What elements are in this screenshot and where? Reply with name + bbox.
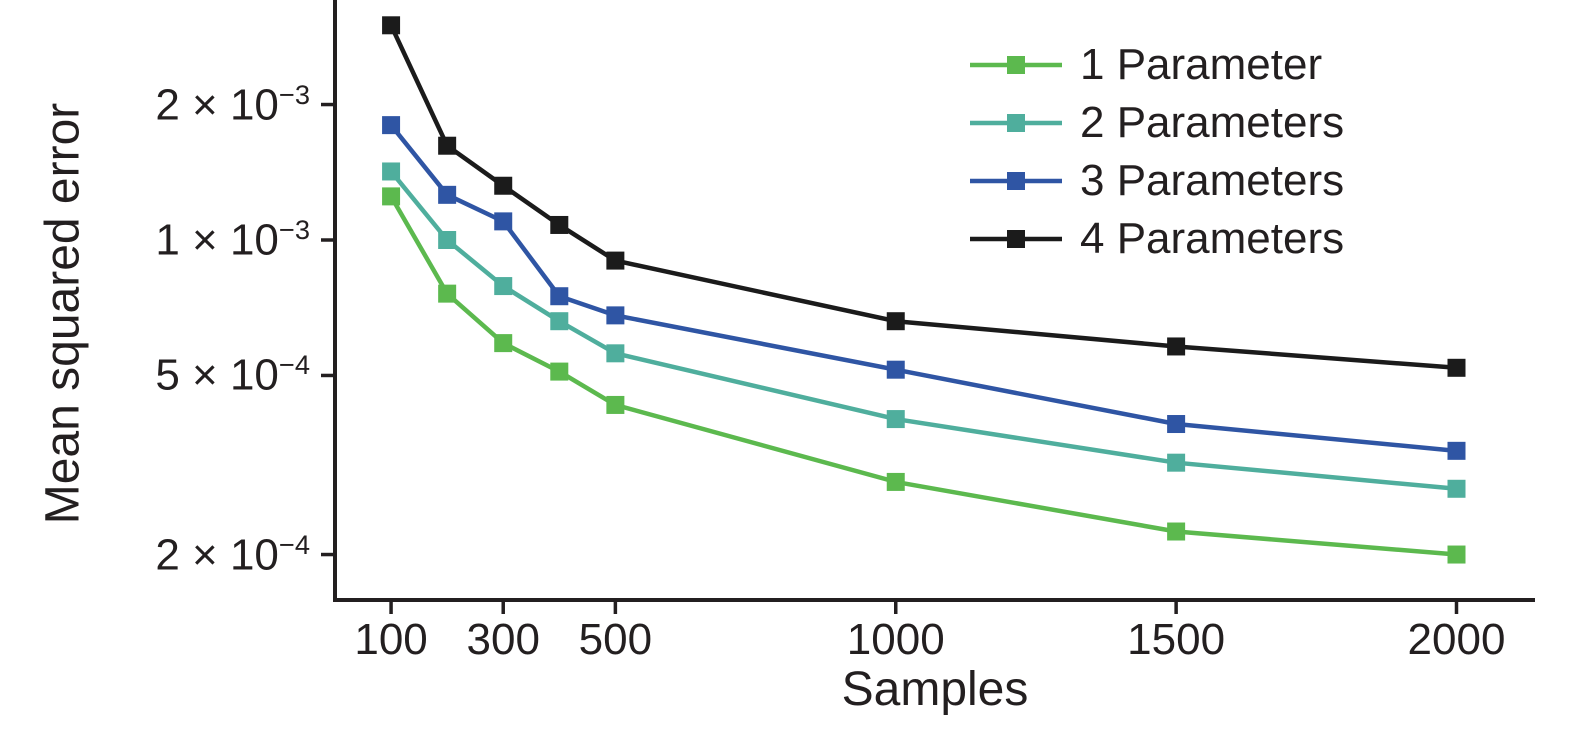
legend-label: 2 Parameters <box>1080 97 1345 147</box>
data-point-marker <box>494 176 513 195</box>
data-point-marker <box>886 312 905 331</box>
data-point-marker <box>606 344 625 363</box>
y-tick-label: 5 × 10−4 <box>155 349 310 401</box>
x-tick-label: 2000 <box>1407 615 1506 664</box>
data-point-marker <box>382 162 401 181</box>
data-point-marker <box>438 231 457 249</box>
legend-line-marker <box>970 229 1062 248</box>
data-point-marker <box>1167 337 1186 356</box>
x-tick-label: 300 <box>466 615 540 664</box>
legend-label: 4 Parameters <box>1080 213 1345 263</box>
data-point-marker <box>494 334 513 353</box>
legend: 1 Parameter 2 Parameters 3 Parameters 4 Par… <box>968 40 1344 263</box>
data-point-marker <box>1447 545 1466 564</box>
data-point-marker <box>1167 453 1186 472</box>
data-point-marker <box>1167 522 1186 541</box>
legend-row: 1 Parameter <box>968 40 1344 89</box>
data-point-marker <box>494 212 513 231</box>
data-point-marker <box>606 251 625 270</box>
axis-spines <box>333 0 1535 602</box>
series-line <box>389 170 1457 492</box>
data-point-marker <box>550 287 569 306</box>
data-point-marker <box>1447 479 1466 498</box>
data-point-marker <box>382 16 401 35</box>
x-tick-label: 500 <box>578 615 653 664</box>
data-point-marker <box>438 136 457 155</box>
data-point-marker <box>438 185 457 204</box>
x-tick-label: 1000 <box>846 615 945 664</box>
data-point-marker <box>550 215 569 234</box>
data-point-marker <box>606 395 625 414</box>
data-point-marker <box>1447 358 1466 377</box>
x-axis-label: Samples <box>841 663 1029 716</box>
data-point-marker <box>886 472 905 491</box>
data-point-marker <box>438 284 457 303</box>
legend-row: 3 Parameters <box>968 156 1344 205</box>
legend-line-marker <box>970 113 1062 132</box>
y-tick-label: 2 × 10−3 <box>155 78 310 130</box>
y-axis-label: Mean squared error <box>36 102 90 525</box>
legend-row: 2 Parameters <box>968 98 1344 147</box>
data-point-marker <box>886 360 905 379</box>
data-point-marker <box>886 410 905 429</box>
legend-line-marker <box>970 55 1062 74</box>
legend-label: 3 Parameters <box>1080 155 1345 205</box>
legend-row: 4 Parameters <box>968 214 1344 263</box>
series-line <box>389 24 1457 371</box>
series-line <box>389 123 1457 454</box>
y-tick-label: 2 × 10−4 <box>155 528 310 580</box>
data-point-marker <box>1167 415 1186 434</box>
data-point-marker <box>494 277 513 296</box>
data-point-marker <box>550 312 569 331</box>
data-point-marker <box>550 362 569 381</box>
series-line <box>389 195 1457 557</box>
x-tick-label: 100 <box>354 615 428 664</box>
data-point-marker <box>1447 441 1466 460</box>
data-point-marker <box>606 306 625 325</box>
y-tick-label: 1 × 10−3 <box>155 214 310 265</box>
legend-line-marker <box>970 171 1062 190</box>
legend-label: 1 Parameter <box>1080 39 1323 89</box>
data-point-marker <box>382 116 401 135</box>
x-tick-label: 1500 <box>1127 615 1226 664</box>
data-point-marker <box>382 187 401 206</box>
